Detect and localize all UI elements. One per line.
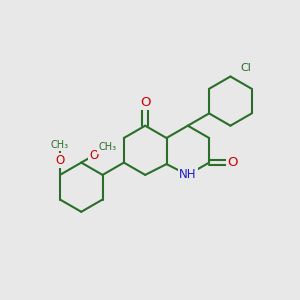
Text: O: O [227,156,238,169]
Text: CH₃: CH₃ [98,142,117,152]
Text: Cl: Cl [240,63,251,73]
Text: NH: NH [179,168,196,182]
Text: CH₃: CH₃ [51,140,69,150]
Text: O: O [140,96,150,109]
Text: O: O [56,154,64,167]
Text: O: O [89,149,98,162]
